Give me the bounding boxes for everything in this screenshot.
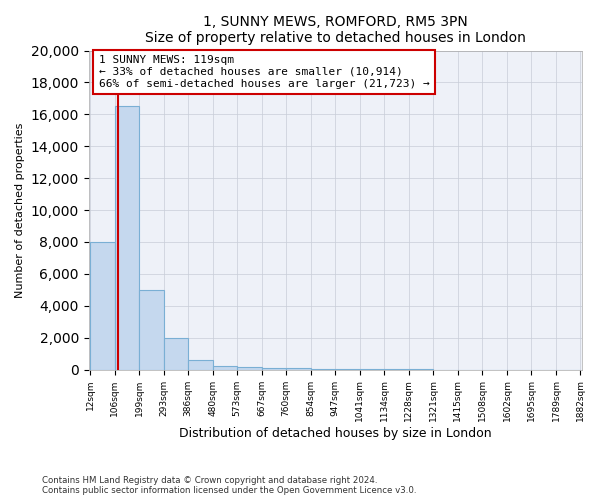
Text: Contains HM Land Registry data © Crown copyright and database right 2024.
Contai: Contains HM Land Registry data © Crown c… — [42, 476, 416, 495]
Bar — [139, 290, 164, 370]
Bar — [262, 368, 286, 370]
Bar — [188, 360, 213, 370]
Bar — [286, 368, 311, 370]
Bar — [311, 369, 335, 370]
X-axis label: Distribution of detached houses by size in London: Distribution of detached houses by size … — [179, 427, 491, 440]
Text: 1 SUNNY MEWS: 119sqm
← 33% of detached houses are smaller (10,914)
66% of semi-d: 1 SUNNY MEWS: 119sqm ← 33% of detached h… — [98, 56, 429, 88]
Bar — [237, 367, 262, 370]
Bar — [115, 106, 139, 370]
Bar — [90, 242, 115, 370]
Bar — [213, 366, 237, 370]
Title: 1, SUNNY MEWS, ROMFORD, RM5 3PN
Size of property relative to detached houses in : 1, SUNNY MEWS, ROMFORD, RM5 3PN Size of … — [145, 15, 526, 45]
Y-axis label: Number of detached properties: Number of detached properties — [15, 122, 25, 298]
Bar — [164, 338, 188, 370]
